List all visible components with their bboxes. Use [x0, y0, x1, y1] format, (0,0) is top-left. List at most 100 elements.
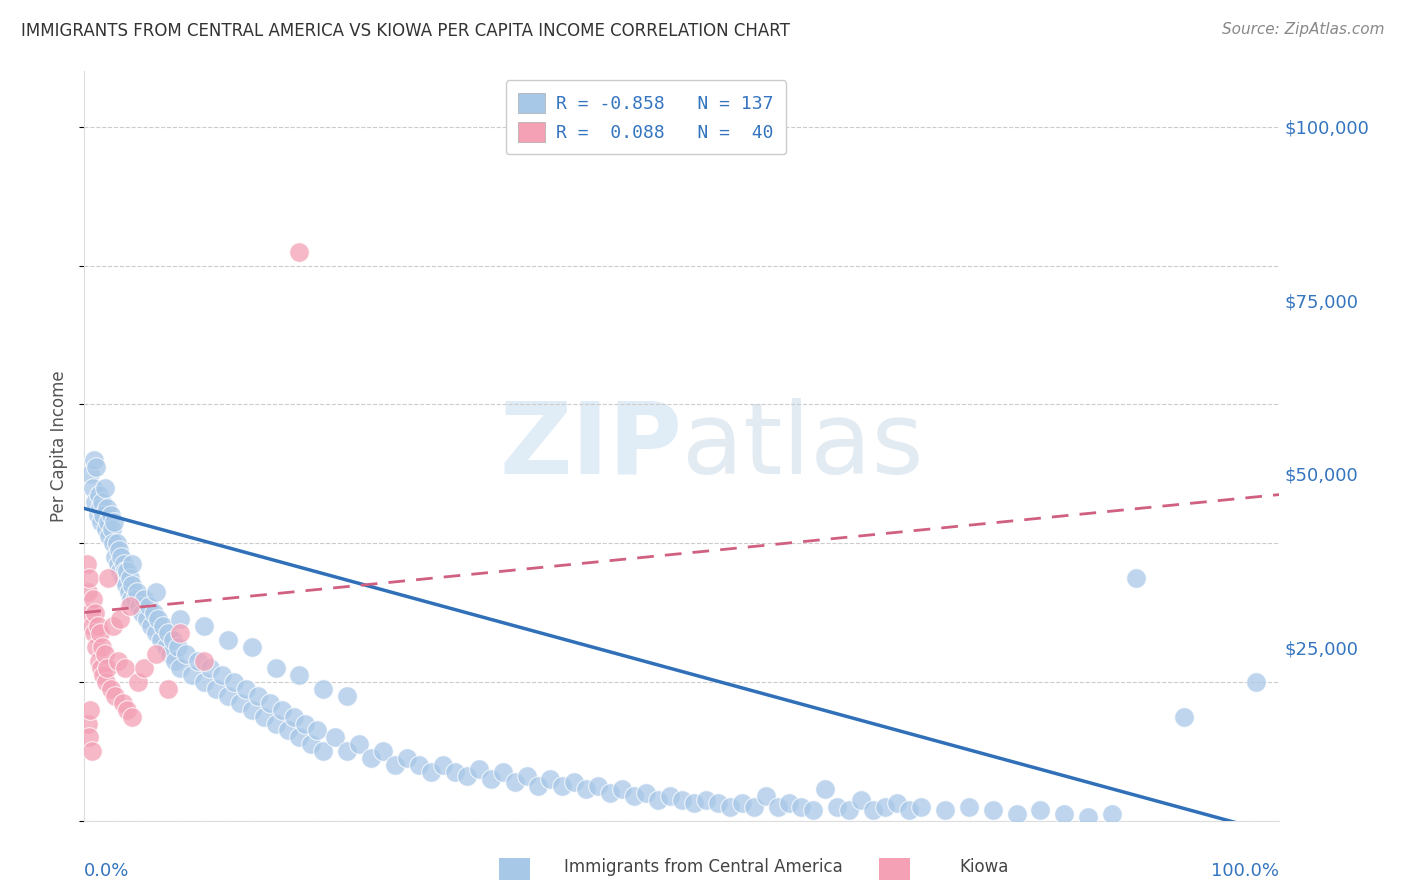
Point — [479, 772, 502, 786]
Point — [312, 744, 335, 758]
Point — [875, 799, 897, 814]
Point — [115, 578, 138, 592]
Point — [91, 640, 114, 655]
Point — [118, 571, 141, 585]
Point — [165, 654, 187, 668]
Point — [127, 674, 149, 689]
Legend: R = -0.858   N = 137, R =  0.088   N =  40: R = -0.858 N = 137, R = 0.088 N = 40 — [506, 80, 786, 154]
Point — [779, 797, 801, 811]
Point — [79, 606, 101, 620]
Point — [270, 703, 292, 717]
Point — [77, 584, 100, 599]
Point — [283, 709, 305, 723]
Point — [94, 674, 117, 689]
Point — [396, 751, 419, 765]
Text: Immigrants from Central America: Immigrants from Central America — [564, 858, 842, 876]
Text: 100.0%: 100.0% — [1212, 862, 1279, 880]
Point — [301, 737, 323, 751]
Point — [87, 654, 110, 668]
Point — [503, 775, 526, 789]
Point — [981, 803, 1004, 817]
Point — [444, 765, 467, 780]
Point — [107, 654, 129, 668]
Point — [420, 765, 443, 780]
Point — [551, 779, 574, 793]
Text: 0.0%: 0.0% — [84, 862, 129, 880]
Point — [121, 709, 143, 723]
Point — [516, 768, 538, 782]
Point — [492, 765, 515, 780]
Point — [108, 543, 131, 558]
Point — [683, 797, 706, 811]
Point — [100, 681, 122, 696]
Point — [101, 619, 124, 633]
Point — [80, 744, 103, 758]
Point — [312, 681, 335, 696]
Point — [169, 626, 191, 640]
Point — [1173, 709, 1195, 723]
Point — [181, 668, 204, 682]
Point — [898, 803, 921, 817]
Point — [240, 640, 263, 655]
Point — [731, 797, 754, 811]
Point — [174, 647, 197, 661]
Point — [229, 696, 252, 710]
Point — [838, 803, 860, 817]
Point — [707, 797, 730, 811]
Point — [384, 758, 406, 772]
Point — [564, 775, 586, 789]
Point — [152, 619, 174, 633]
Point — [117, 703, 139, 717]
Point — [118, 599, 141, 613]
Point — [264, 661, 287, 675]
Point — [105, 536, 128, 550]
Point — [468, 762, 491, 776]
Point — [104, 689, 127, 703]
Point — [111, 696, 134, 710]
Point — [193, 654, 215, 668]
Point — [588, 779, 610, 793]
Point — [527, 779, 550, 793]
Point — [1125, 571, 1147, 585]
Point — [110, 612, 132, 626]
Point — [141, 619, 163, 633]
Point — [132, 591, 156, 606]
Point — [264, 716, 287, 731]
Point — [110, 549, 132, 564]
Point — [827, 799, 849, 814]
Point — [235, 681, 257, 696]
Text: ZIP: ZIP — [499, 398, 682, 494]
Point — [142, 606, 165, 620]
Point — [86, 619, 108, 633]
Point — [114, 564, 136, 578]
Point — [145, 584, 167, 599]
Point — [718, 799, 741, 814]
Point — [132, 661, 156, 675]
Point — [157, 626, 180, 640]
Point — [766, 799, 789, 814]
Point — [307, 723, 329, 738]
Point — [86, 640, 108, 655]
Point — [742, 799, 765, 814]
Point — [98, 529, 121, 543]
Point — [117, 584, 139, 599]
Point — [623, 789, 645, 804]
Point — [86, 508, 108, 523]
Point — [432, 758, 454, 772]
Point — [82, 591, 104, 606]
Point — [138, 599, 160, 613]
Point — [93, 508, 115, 523]
Point — [169, 612, 191, 626]
Point — [157, 681, 180, 696]
Point — [790, 799, 813, 814]
Point — [647, 793, 669, 807]
Point — [135, 612, 157, 626]
Point — [93, 647, 115, 661]
Point — [803, 803, 825, 817]
Point — [294, 716, 316, 731]
Point — [87, 487, 110, 501]
Point — [114, 661, 136, 675]
Point — [91, 494, 114, 508]
Point — [121, 557, 143, 571]
Point — [193, 674, 215, 689]
